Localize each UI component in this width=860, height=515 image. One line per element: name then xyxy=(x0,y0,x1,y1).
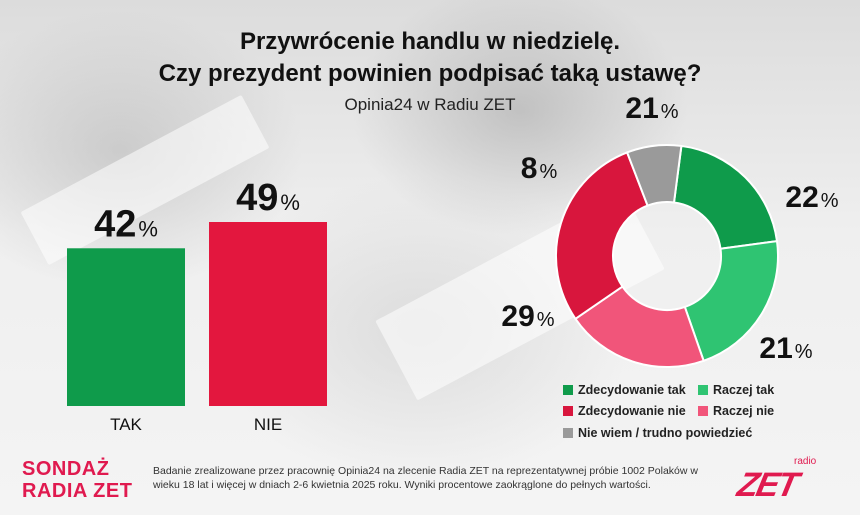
logo-zet-text: ZET xyxy=(734,466,801,504)
legend-item: Raczej tak xyxy=(698,383,774,397)
legend-swatch xyxy=(563,385,573,395)
title-line-2: Czy prezydent powinien podpisać taką ust… xyxy=(158,60,702,87)
methodology-note: Badanie zrealizowane przez pracownię Opi… xyxy=(153,465,698,491)
donut-value-label: 8% xyxy=(521,152,558,185)
legend-swatch xyxy=(698,385,708,395)
legend-item: Raczej nie xyxy=(698,404,774,418)
donut-slice xyxy=(625,144,683,207)
legend-label: Raczej nie xyxy=(713,404,775,418)
donut-slice xyxy=(574,285,705,368)
donut-slice xyxy=(555,151,649,321)
donut-value-label: 22% xyxy=(785,181,838,214)
brand-line-2: RADIA ZET xyxy=(22,480,133,502)
bar-value-label: 42% xyxy=(94,203,158,245)
bar xyxy=(67,248,185,406)
brand-line-1: SONDAŻ xyxy=(22,458,110,480)
legend-swatch xyxy=(563,406,573,416)
bar-category-label: NIE xyxy=(254,415,282,434)
chart-subtitle: Opinia24 w Radiu ZET xyxy=(344,95,516,114)
donut-slice xyxy=(672,144,779,250)
brand-badge: SONDAŻ RADIA ZET xyxy=(22,458,137,502)
legend-item: Zdecydowanie tak xyxy=(563,383,686,397)
donut-slice xyxy=(683,240,779,363)
donut-value-label: 29% xyxy=(501,300,554,333)
legend-label: Raczej tak xyxy=(713,383,775,397)
legend-label: Zdecydowanie nie xyxy=(578,404,686,418)
legend-item: Nie wiem / trudno powiedzieć xyxy=(563,426,752,440)
bar-value-label: 49% xyxy=(236,177,300,219)
radio-zet-logo: radio ZET xyxy=(734,456,828,504)
legend-swatch xyxy=(563,428,573,438)
legend-swatch xyxy=(698,406,708,416)
logo-radio-text: radio xyxy=(794,456,817,467)
legend-item: Zdecydowanie nie xyxy=(563,404,686,418)
bar xyxy=(209,222,327,406)
chart-title: Przywrócenie handlu w niedzielę. Czy pre… xyxy=(0,26,860,90)
legend-label: Zdecydowanie tak xyxy=(578,383,686,397)
donut-value-label: 21% xyxy=(759,332,812,365)
legend-label: Nie wiem / trudno powiedzieć xyxy=(578,426,753,440)
donut-value-label: 21% xyxy=(625,92,678,125)
bar-category-label: TAK xyxy=(110,415,142,434)
donut-chart: 21 % 22 % 21 % 29 % 8% xyxy=(501,92,839,368)
title-line-1: Przywrócenie handlu w niedzielę. xyxy=(239,28,621,55)
bar-chart: 42% TAK 49% NIE xyxy=(67,177,327,434)
